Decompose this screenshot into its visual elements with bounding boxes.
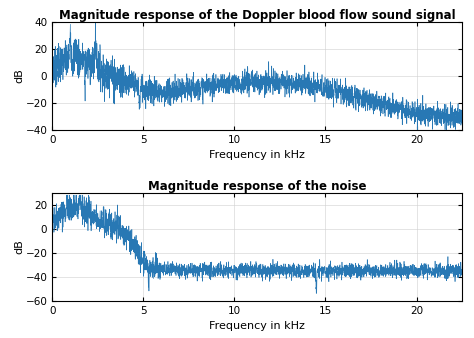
Y-axis label: dB: dB [14,69,24,83]
X-axis label: Frequency in kHz: Frequency in kHz [209,321,305,331]
Title: Magnitude response of the Doppler blood flow sound signal: Magnitude response of the Doppler blood … [59,9,456,22]
Title: Magnitude response of the noise: Magnitude response of the noise [148,180,366,193]
X-axis label: Frequency in kHz: Frequency in kHz [209,150,305,161]
Y-axis label: dB: dB [14,239,24,254]
